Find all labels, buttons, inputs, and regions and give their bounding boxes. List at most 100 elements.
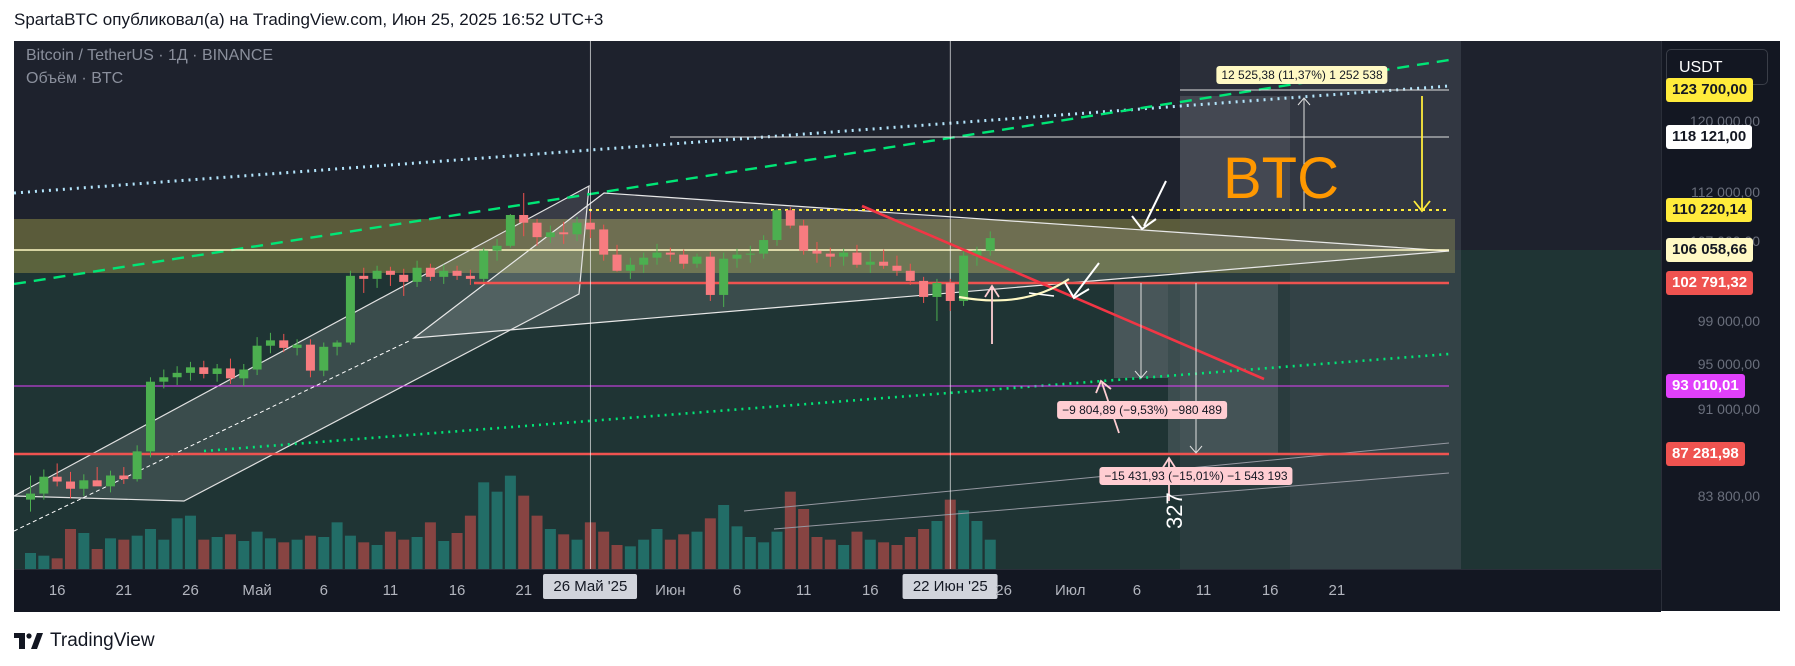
candle-body (945, 282, 955, 301)
volume-bar (531, 515, 543, 569)
volume-bar (158, 539, 170, 569)
btc-drawing-label[interactable]: BTC (1223, 146, 1339, 211)
candle-body (679, 254, 689, 264)
volume-bar (771, 531, 783, 569)
volume-bar (278, 542, 290, 569)
measurement-label[interactable]: −9 804,89 (−9,53%) −980 489 (1057, 401, 1227, 419)
rising-channel (14, 184, 590, 502)
price-label-badge[interactable]: 110 220,14 (1666, 197, 1753, 222)
volume-bar (758, 542, 770, 569)
candle-body (412, 267, 422, 282)
volume-bar (91, 549, 103, 569)
candle-body (652, 252, 662, 258)
candle-body (265, 340, 275, 346)
candle-body (532, 222, 542, 238)
measurement-label[interactable]: −15 431,93 (−15,01%) −1 543 193 (1099, 467, 1293, 485)
volume-bar (264, 538, 276, 569)
volume-bar (211, 537, 223, 569)
volume-legend[interactable]: Объём · BTC (26, 70, 124, 87)
chart-frame[interactable]: Bitcoin / TetherUS · 1Д · BINANCE Объём … (14, 41, 1780, 612)
candle-body (879, 261, 889, 266)
time-tick: Май (242, 582, 272, 599)
volume-bar (424, 522, 436, 569)
candle-body (665, 252, 675, 255)
candle-body (919, 280, 929, 297)
time-tick: 26 (995, 582, 1012, 599)
price-label-badge[interactable]: 102 791,32 (1666, 270, 1754, 295)
volume-bar (478, 482, 490, 569)
volume-bar (638, 539, 650, 569)
measure-arrow-down-1-head (1134, 370, 1148, 379)
publish-info: SpartaBTC опубликовал(а) на TradingView.… (14, 10, 604, 29)
volume-bar (318, 537, 330, 569)
candle-body (159, 377, 169, 382)
lower-zone (14, 250, 1661, 569)
volume-bar (958, 510, 970, 569)
candle-body (279, 340, 289, 348)
time-tick: 6 (1132, 582, 1142, 599)
volume-bar (811, 537, 823, 569)
volume-bar (798, 509, 810, 569)
candle-body (585, 222, 595, 230)
time-axis[interactable]: 11 16 21 26 Май 6 11 16 21 26 Май '25 Июн 6 11 16 22 И… (14, 569, 1661, 612)
volume-bar (571, 539, 583, 569)
time-tick: 26 Май '25 (543, 574, 638, 599)
volume-bar (931, 521, 943, 569)
volume-bar (704, 518, 716, 569)
candle-body (252, 345, 262, 370)
dotted-trend-lower (203, 352, 1450, 453)
price-chart-svg[interactable] (14, 41, 1661, 569)
volume-bar (411, 537, 423, 569)
price-label-badge[interactable]: 87 281,98 (1666, 442, 1745, 466)
candle-body (572, 222, 582, 235)
volume-bar (504, 475, 516, 569)
candle-body (385, 270, 395, 275)
candle-body (799, 225, 809, 251)
time-tick: Июл (1055, 582, 1086, 599)
candle-body (39, 476, 49, 494)
candle-body (26, 493, 35, 500)
chart-pane[interactable]: Bitcoin / TetherUS · 1Д · BINANCE Объём … (14, 41, 1661, 569)
candle-body (132, 451, 142, 480)
measure-arrow-down-2-head (1189, 445, 1203, 454)
price-label-badge[interactable]: 106 058,66 (1666, 238, 1754, 262)
candle-body (319, 346, 329, 371)
candle-body (932, 282, 942, 297)
price-label-badge[interactable]: 93 010,01 (1666, 373, 1745, 398)
candle-body (905, 270, 915, 281)
price-label-badge[interactable]: 118 121,00 (1666, 125, 1753, 149)
volume-bar (198, 539, 210, 569)
candle-body (465, 275, 475, 279)
candle-body (399, 274, 409, 282)
volume-bar (904, 537, 916, 569)
hand-arrow-2-head (1063, 280, 1090, 300)
volume-bar (864, 539, 876, 569)
price-label-badge[interactable]: 123 700,00 (1666, 78, 1754, 102)
measurement-label[interactable]: 12 525,38 (11,37%) 1 252 538 (1216, 66, 1388, 84)
volume-bar (678, 534, 690, 569)
volume-bar (851, 531, 863, 569)
candle-body (985, 238, 995, 251)
candle-body (212, 368, 222, 374)
candle-body (639, 257, 649, 265)
candle-body (425, 267, 435, 277)
volume-bar (291, 539, 303, 569)
measure-box-2 (1168, 283, 1278, 454)
dashed-trend (14, 58, 1450, 286)
tradingview-logo[interactable]: TradingView (14, 630, 155, 652)
price-tick: 112 000,00 (1690, 184, 1760, 200)
volume-bar (491, 491, 503, 569)
time-tick: 16 (1261, 582, 1279, 599)
candle-body (692, 256, 702, 264)
symbol-legend[interactable]: Bitcoin / TetherUS · 1Д · BINANCE (26, 47, 274, 64)
time-tick: 21 (515, 582, 533, 599)
candle-body (92, 480, 102, 487)
yellow-target-arrow-head (1413, 200, 1431, 213)
pink-arrow-1-head (984, 284, 1000, 298)
candle-body (825, 253, 835, 257)
candle-body (519, 215, 529, 223)
faint-trend-2 (773, 472, 1450, 530)
measure-arrow-up-head (1297, 97, 1311, 106)
volume-bar (744, 537, 756, 569)
volume-bar (878, 542, 890, 569)
